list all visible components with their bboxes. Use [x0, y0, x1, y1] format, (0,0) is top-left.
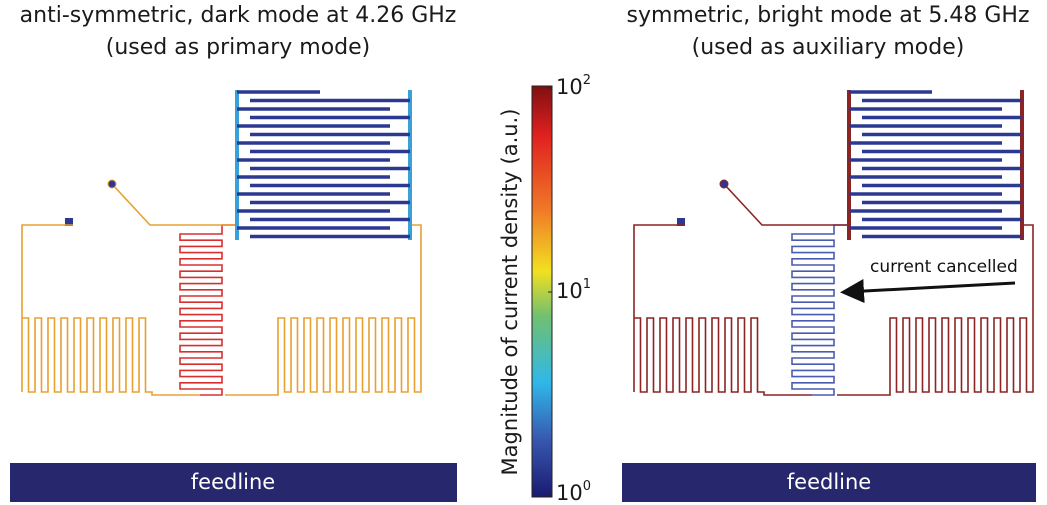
figure: anti-symmetric, dark mode at 4.26 GHz (u…	[0, 0, 1047, 505]
feedline-left-label: feedline	[191, 470, 275, 494]
port	[720, 180, 728, 188]
colorbar-tick-label: 100	[556, 479, 591, 505]
right-title-1: symmetric, bright mode at 5.48 GHz	[627, 3, 1030, 28]
tick-exponent: 1	[583, 277, 591, 292]
left-title-1: anti-symmetric, dark mode at 4.26 GHz	[20, 3, 457, 28]
tick-base: 10	[556, 75, 583, 99]
arrow	[846, 283, 1015, 292]
inductor	[792, 225, 849, 395]
port	[108, 180, 116, 188]
tick-exponent: 2	[583, 73, 591, 88]
circuits	[22, 90, 1033, 395]
colorbar-tick-label: 102	[556, 73, 591, 100]
right-title-2: (used as auxiliary mode)	[692, 35, 965, 60]
feedline-right-label: feedline	[787, 470, 871, 494]
wire	[112, 184, 237, 225]
wire	[22, 225, 200, 395]
annotation: current cancelled	[870, 257, 1018, 277]
inductor	[180, 225, 237, 395]
left-title-2: (used as primary mode)	[106, 35, 370, 60]
wire	[634, 225, 812, 395]
tick-base: 10	[556, 279, 583, 303]
colorbar-label: Magnitude of current density (a.u.)	[498, 109, 522, 476]
wire	[724, 184, 849, 225]
colorbar-tick-label: 101	[556, 277, 591, 304]
wire	[837, 225, 1033, 395]
tick-base: 10	[556, 481, 583, 505]
tick-exponent: 0	[583, 479, 591, 494]
wire	[225, 225, 421, 395]
